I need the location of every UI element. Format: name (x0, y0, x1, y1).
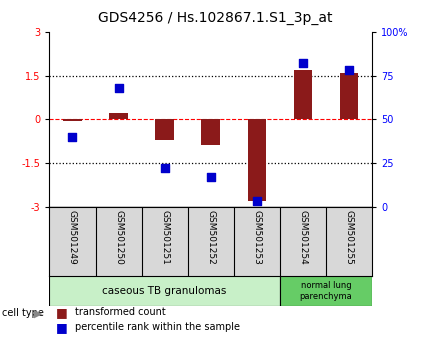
Text: transformed count: transformed count (75, 307, 166, 318)
Text: GSM501250: GSM501250 (114, 210, 123, 265)
Text: ■: ■ (56, 321, 68, 334)
Text: GSM501255: GSM501255 (344, 210, 353, 265)
Text: GSM501253: GSM501253 (252, 210, 261, 265)
Text: ▶: ▶ (34, 308, 42, 318)
Text: normal lung
parenchyma: normal lung parenchyma (300, 281, 352, 301)
Bar (294, 70, 312, 119)
Text: percentile rank within the sample: percentile rank within the sample (75, 322, 240, 332)
Bar (63, 119, 82, 121)
Text: GSM501252: GSM501252 (206, 210, 215, 265)
Bar (340, 73, 358, 119)
Text: GSM501249: GSM501249 (68, 210, 77, 265)
Bar (202, 119, 220, 145)
Text: caseous TB granulomas: caseous TB granulomas (102, 286, 227, 296)
Text: ■: ■ (56, 306, 68, 319)
Bar (49, 276, 280, 306)
Point (161, 165, 168, 171)
Point (345, 68, 352, 73)
Bar (248, 119, 266, 201)
Text: GDS4256 / Hs.102867.1.S1_3p_at: GDS4256 / Hs.102867.1.S1_3p_at (98, 11, 332, 25)
Text: cell type: cell type (2, 308, 44, 318)
Text: GSM501254: GSM501254 (298, 210, 307, 265)
Point (115, 85, 122, 91)
Bar (109, 113, 128, 119)
Point (299, 61, 306, 66)
Bar (280, 276, 372, 306)
Point (207, 174, 214, 180)
Bar (155, 119, 174, 139)
Text: GSM501251: GSM501251 (160, 210, 169, 265)
Point (69, 134, 76, 139)
Point (253, 199, 260, 204)
